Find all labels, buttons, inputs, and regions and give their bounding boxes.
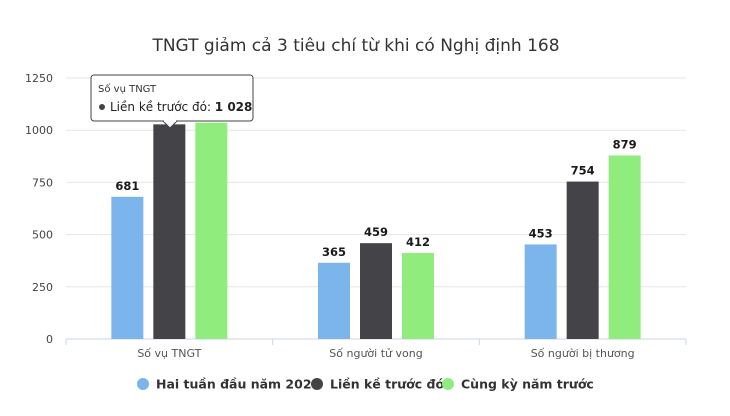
y-tick-label: 1250: [25, 72, 53, 85]
legend-label: Liền kề trước đó: [330, 377, 444, 392]
x-category-label: Số người tử vong: [329, 347, 422, 360]
tooltip-value: 1 028: [215, 100, 253, 114]
legend-label: Cùng kỳ năm trước: [461, 377, 594, 392]
legend: Hai tuần đầu năm 2025 Liền kề trước đó Cùn…: [137, 377, 594, 392]
y-axis: 0 250 500 750 1000 1250: [25, 72, 53, 346]
data-label: 453: [529, 226, 553, 240]
tooltip-series-text: Liền kề trước đó: 1 028: [110, 100, 252, 114]
data-label: 412: [406, 235, 430, 249]
bar[interactable]: [111, 196, 144, 339]
legend-marker: [311, 378, 323, 390]
data-label: 754: [571, 164, 595, 178]
tooltip-title: Số vụ TNGT: [98, 83, 157, 95]
y-tick-label: 250: [32, 281, 53, 294]
bar[interactable]: [524, 244, 557, 339]
legend-item[interactable]: Hai tuần đầu năm 2025: [137, 377, 320, 392]
legend-item[interactable]: Liền kề trước đó: [311, 377, 444, 392]
bars: 6811 0281 036365459412453754879: [111, 105, 641, 339]
data-label: 681: [115, 179, 139, 193]
bar[interactable]: [153, 124, 186, 339]
y-tick-label: 1000: [25, 124, 53, 137]
tooltip-separator: :: [207, 100, 215, 114]
tooltip-pointer: [162, 120, 178, 129]
x-axis: Số vụ TNGT Số người tử vong Số người bị th…: [65, 339, 687, 360]
x-category-label: Số người bị thương: [531, 347, 635, 360]
tooltip-marker: [99, 104, 105, 110]
bar[interactable]: [608, 155, 641, 339]
tooltip: Số vụ TNGT Liền kề trước đó: 1 028: [90, 74, 254, 129]
bar[interactable]: [318, 262, 350, 339]
data-label: 365: [322, 245, 346, 259]
tooltip-pointer-cover: [164, 119, 176, 122]
legend-item[interactable]: Cùng kỳ năm trước: [442, 377, 594, 392]
data-label: 879: [613, 137, 637, 151]
bar[interactable]: [402, 252, 434, 339]
bar[interactable]: [360, 243, 392, 339]
y-tick-label: 0: [46, 333, 53, 346]
bar[interactable]: [195, 122, 228, 339]
legend-label: Hai tuần đầu năm 2025: [156, 377, 320, 392]
bar[interactable]: [566, 181, 599, 339]
tooltip-series-name: Liền kề trước đó: [110, 100, 207, 114]
legend-marker: [442, 378, 454, 390]
y-tick-label: 500: [32, 229, 53, 242]
data-label: 459: [364, 225, 388, 239]
tooltip-box: [90, 74, 254, 122]
x-category-label: Số vụ TNGT: [137, 347, 201, 360]
legend-marker: [137, 378, 149, 390]
y-tick-label: 750: [32, 176, 53, 189]
chart-title: TNGT giảm cả 3 tiêu chí từ khi có Nghị đ…: [151, 36, 559, 56]
